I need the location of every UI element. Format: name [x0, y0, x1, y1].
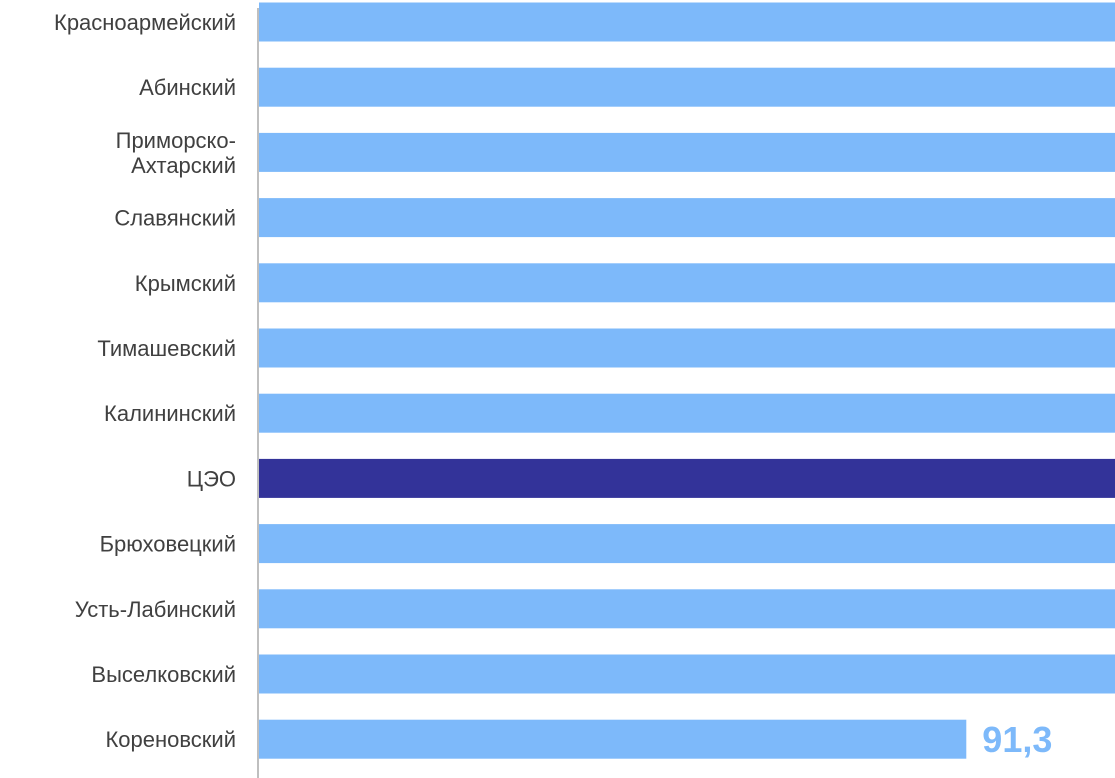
- bar: [259, 524, 1115, 564]
- category-label-line: Кореновский: [105, 727, 236, 752]
- category-label: Тимашевский: [97, 336, 236, 361]
- value-label: 91,3: [982, 719, 1052, 760]
- category-label-line: Брюховецкий: [100, 532, 236, 557]
- category-label-line: Абинский: [139, 75, 236, 100]
- category-labels-group: Красноармейский Абинский Приморско-Ахтарск…: [54, 10, 236, 752]
- category-label-line: Выселковский: [91, 662, 236, 687]
- value-labels-group: 101,7100,8100,8100,299,899,898,297,597,0…: [982, 719, 1052, 760]
- category-label-line: ЦЭО: [187, 466, 236, 491]
- bar: [259, 198, 1115, 238]
- category-label: Кореновский: [105, 727, 236, 752]
- category-label: Усть-Лабинский: [75, 597, 236, 622]
- bar: [259, 132, 1115, 172]
- category-label-line: Славянский: [114, 206, 236, 231]
- bar: [259, 719, 967, 759]
- bar: [259, 67, 1115, 107]
- bar: [259, 393, 1115, 433]
- category-label: Калининский: [104, 401, 236, 426]
- category-label-line: Красноармейский: [54, 10, 236, 35]
- bars-group: [259, 2, 1115, 759]
- category-label-line: Ахтарский: [131, 153, 236, 178]
- bar: [259, 2, 1115, 42]
- category-label: Брюховецкий: [100, 532, 236, 557]
- category-label-line: Крымский: [135, 271, 236, 296]
- category-label: Выселковский: [91, 662, 236, 687]
- category-label: Славянский: [114, 206, 236, 231]
- category-label: Приморско-Ахтарский: [116, 128, 236, 178]
- bar: [259, 654, 1115, 694]
- bar: [259, 589, 1115, 629]
- category-label-line: Приморско-: [116, 128, 236, 153]
- bar-highlight: [259, 458, 1115, 498]
- category-label-line: Усть-Лабинский: [75, 597, 236, 622]
- bar: [259, 328, 1115, 368]
- category-label: Крымский: [135, 271, 236, 296]
- bar: [259, 263, 1115, 303]
- category-label-line: Тимашевский: [97, 336, 236, 361]
- category-label: Абинский: [139, 75, 236, 100]
- category-label: ЦЭО: [187, 466, 236, 491]
- category-label: Красноармейский: [54, 10, 236, 35]
- category-label-line: Калининский: [104, 401, 236, 426]
